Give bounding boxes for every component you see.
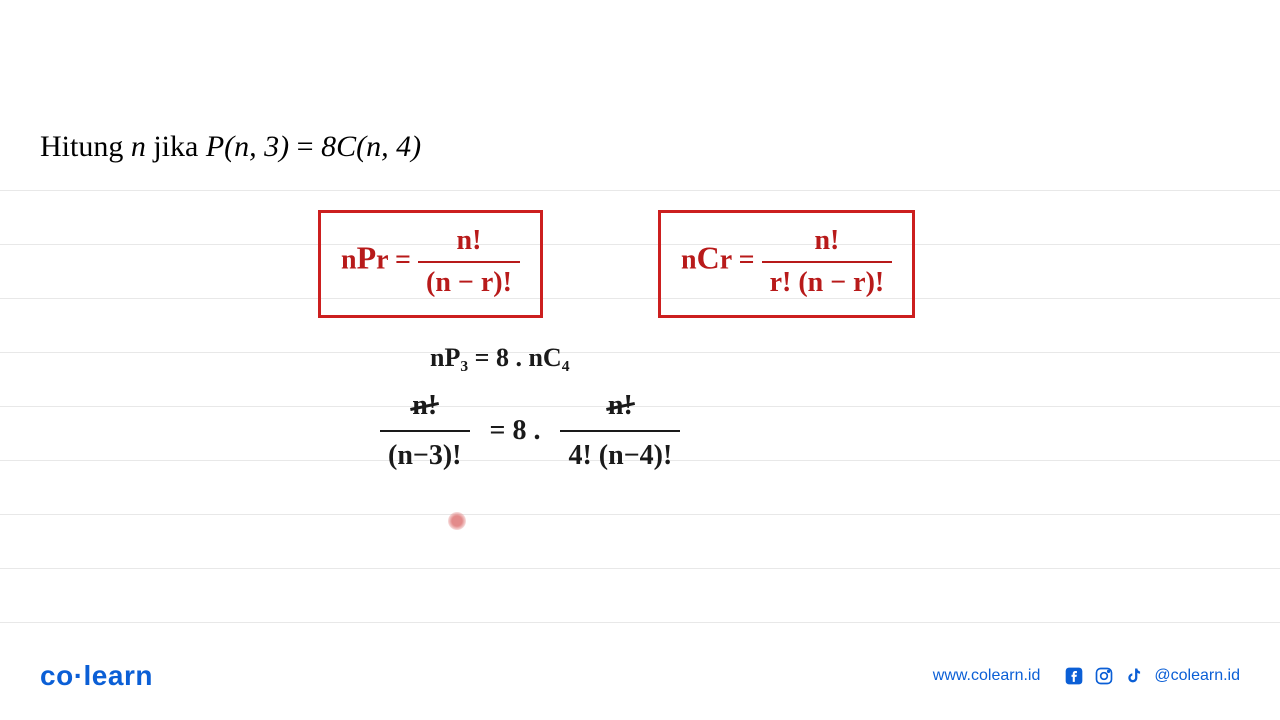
perm-lhs-op: P: [357, 239, 377, 275]
question-equals: =: [289, 130, 321, 163]
question-var-n: n: [131, 130, 146, 163]
comb-lhs-op: C: [697, 239, 720, 275]
cursor-pointer-icon: [448, 512, 466, 530]
comb-fraction: n! r! (n − r)!: [762, 225, 893, 299]
work-right-den: 4! (n−4)!: [560, 432, 680, 475]
work-line-1: nP₃ = 8 . nC₄: [430, 340, 880, 376]
social-icons: @colearn.id: [1064, 666, 1240, 686]
question-expr-left: P(n, 3): [206, 130, 289, 163]
work-left-num: n!: [380, 386, 470, 431]
facebook-icon: [1064, 666, 1084, 686]
perm-lhs-n: n: [341, 244, 357, 275]
question-prefix: Hitung: [40, 130, 131, 163]
tiktok-icon: [1124, 666, 1144, 686]
work-left-den: (n−3)!: [380, 432, 470, 475]
perm-denominator: (n − r)!: [418, 263, 520, 299]
comb-numerator: n!: [762, 225, 893, 263]
comb-lhs-r: r: [720, 244, 732, 275]
question-expr-right: 8C(n, 4): [321, 130, 421, 163]
question-text: Hitung n jika P(n, 3) = 8C(n, 4): [40, 130, 421, 164]
perm-numerator: n!: [418, 225, 520, 263]
footer-handle: @colearn.id: [1154, 667, 1240, 685]
perm-equals: =: [395, 244, 418, 275]
comb-equals: =: [739, 244, 762, 275]
footer-right: www.colearn.id @colearn.id: [933, 666, 1240, 686]
footer: co·learn www.colearn.id @colearn.id: [0, 660, 1280, 692]
footer-url: www.colearn.id: [933, 667, 1041, 685]
work-line-2: n! (n−3)! = 8 . n! 4! (n−4)!: [380, 386, 880, 474]
work-right-num: n!: [560, 386, 680, 431]
instagram-icon: [1094, 666, 1114, 686]
logo-learn: learn: [84, 660, 153, 691]
logo-dot: ·: [74, 660, 84, 691]
perm-lhs-r: r: [376, 244, 388, 275]
comb-denominator: r! (n − r)!: [762, 263, 893, 299]
comb-lhs-n: n: [681, 244, 697, 275]
perm-fraction: n! (n − r)!: [418, 225, 520, 299]
work-area: nP₃ = 8 . nC₄ n! (n−3)! = 8 . n! 4! (n−4…: [380, 340, 880, 475]
colearn-logo: co·learn: [40, 660, 153, 692]
work-right-fraction: n! 4! (n−4)!: [560, 386, 680, 474]
question-middle: jika: [146, 130, 206, 163]
logo-co: co: [40, 660, 74, 691]
permutation-formula-box: nPr = n! (n − r)!: [318, 210, 543, 318]
work-left-fraction: n! (n−3)!: [380, 386, 470, 474]
work-mid: = 8 .: [490, 411, 541, 450]
combination-formula-box: nCr = n! r! (n − r)!: [658, 210, 915, 318]
